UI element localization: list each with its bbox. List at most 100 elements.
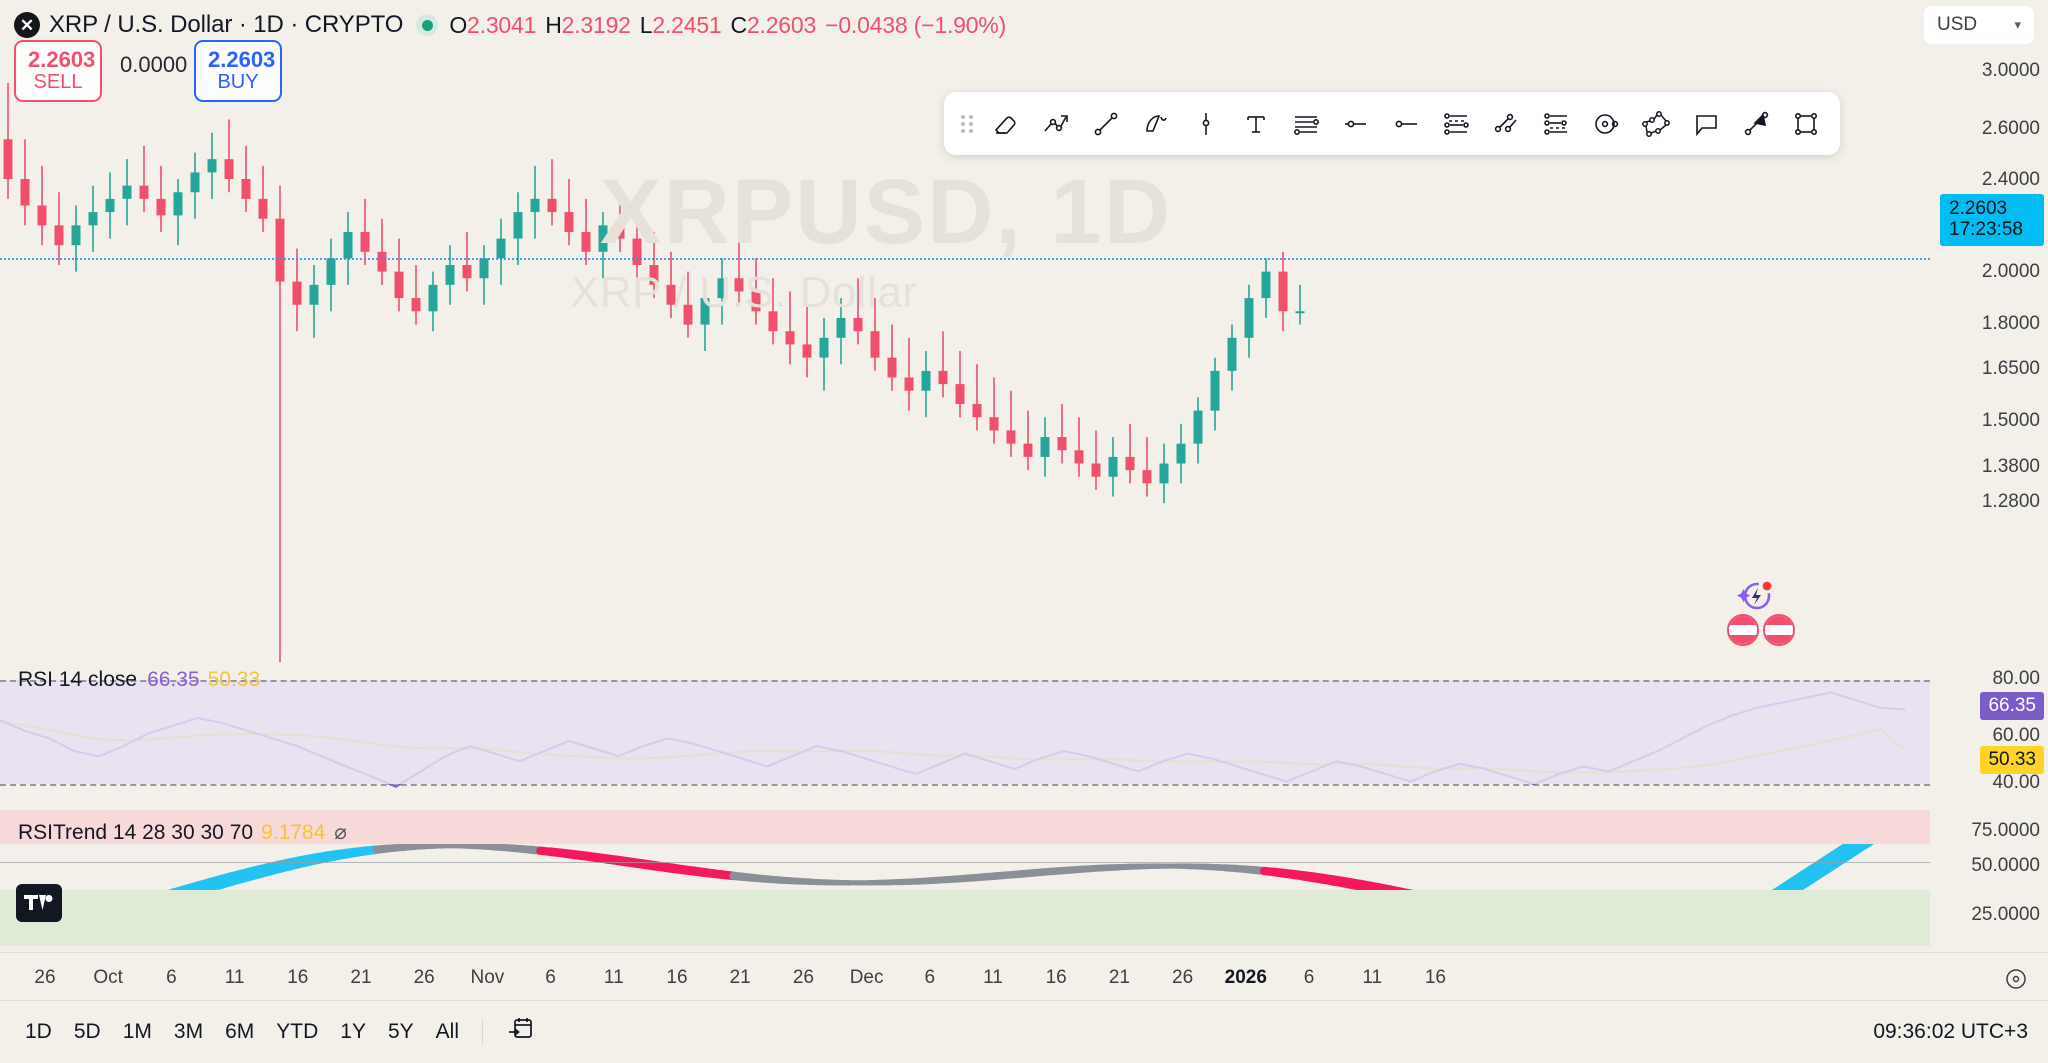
us-flag-event-icon[interactable]: [1763, 614, 1795, 646]
time-tick: 26: [413, 967, 435, 988]
time-tick: 6: [1303, 967, 1315, 988]
drag-handle-icon[interactable]: [954, 100, 980, 148]
timeframe-1y[interactable]: 1Y: [340, 1020, 366, 1043]
ohlc-readout: O2.3041 H2.3192 L2.2451 C2.2603 −0.0438 (−1.…: [449, 12, 1006, 39]
time-tick: 6: [545, 967, 556, 988]
rsitrend-lower-band: [0, 890, 1930, 946]
timeframe-6m[interactable]: 6M: [225, 1020, 255, 1043]
gann-fan-icon[interactable]: [1532, 100, 1580, 148]
price-tick: 1.5000: [1981, 410, 2040, 431]
price-tick: 1.3800: [1981, 456, 2040, 477]
text-icon[interactable]: [1232, 100, 1280, 148]
high-key: H: [545, 11, 562, 38]
drawing-toolbar[interactable]: [944, 92, 1840, 155]
time-tick: Oct: [93, 967, 123, 988]
timeframe-5y[interactable]: 5Y: [387, 1020, 414, 1043]
timeframe-1d[interactable]: 1D: [25, 1020, 52, 1043]
circle-icon[interactable]: [1582, 100, 1630, 148]
callout-icon[interactable]: [1682, 100, 1730, 148]
trend-line-icon[interactable]: [1082, 100, 1130, 148]
time-tick: 2026: [1224, 967, 1267, 988]
pitchfork-icon[interactable]: [1482, 100, 1530, 148]
bottom-toolbar[interactable]: 1D 5D 1M 3M 6M YTD 1Y 5Y All 09:36:02 UT…: [0, 1000, 2048, 1063]
price-tick: 1.2800: [1981, 491, 2040, 512]
tradingview-logo-icon[interactable]: [16, 884, 62, 922]
rectangle-icon[interactable]: [1782, 100, 1830, 148]
xrp-logo-icon: ✕: [14, 12, 40, 38]
live-dot-icon: [416, 14, 439, 36]
currency-value: USD: [1937, 14, 1978, 35]
fib-retracement-icon[interactable]: [1432, 100, 1480, 148]
rsi-tick: 60.00: [1992, 725, 2040, 746]
ai-sparkle-lightning-icon[interactable]: [1733, 578, 1775, 620]
timeframe-ytd[interactable]: YTD: [276, 1020, 319, 1043]
polyline-icon[interactable]: [1632, 100, 1680, 148]
buy-label: BUY: [217, 70, 259, 93]
price-scale[interactable]: 3.0000 2.6000 2.4000 2.0000 1.8000 1.650…: [1930, 50, 2048, 662]
us-flag-event-icon[interactable]: [1727, 614, 1759, 646]
time-tick: 16: [666, 967, 688, 988]
economic-event-badges[interactable]: [1727, 614, 1795, 646]
timeframe-all[interactable]: All: [435, 1020, 459, 1043]
sell-button[interactable]: 2.2603 SELL: [14, 40, 102, 103]
rsi-legend[interactable]: RSI 14 close 66.35 50.33: [18, 668, 260, 692]
rsi-tick: 40.00: [1992, 772, 2040, 793]
no-data-icon: ⌀: [334, 821, 347, 844]
rsitrend-midline: [0, 862, 1930, 863]
rsitrend-pane[interactable]: RSITrend 14 28 30 30 70 9.1784 ⌀: [0, 810, 1930, 950]
rsitrend-legend-value: 9.1784: [261, 821, 326, 844]
rsi-scale[interactable]: 80.00 60.00 40.00 66.35 50.33: [1930, 662, 2048, 802]
time-tick: 21: [729, 967, 751, 988]
symbol-title[interactable]: XRP / U.S. Dollar · 1D · CRYPTO: [49, 11, 404, 38]
time-tick: 16: [1424, 967, 1446, 988]
current-price-badge[interactable]: 2.2603 17:23:58: [1940, 194, 2044, 246]
eraser-icon[interactable]: [982, 100, 1030, 148]
current-price-line: [0, 258, 1930, 260]
rsitrend-scale[interactable]: 75.0000 50.0000 25.0000: [1930, 810, 2048, 950]
time-tick: 21: [1108, 967, 1130, 988]
rsi-tick: 80.00: [1992, 668, 2040, 689]
close-key: C: [730, 11, 748, 38]
time-tick: 16: [287, 967, 309, 988]
rsi-background-band: [0, 680, 1930, 784]
horizontal-line-icon[interactable]: [1382, 100, 1430, 148]
rsi-ma-value-badge: 50.33: [1980, 746, 2044, 774]
rsi-ma-legend-value: 50.33: [207, 668, 261, 691]
time-scale[interactable]: 26 Oct 6 11 16 21 26 Nov 6 11 16 21 26 Dec 6 11 16 21 26 20…: [0, 952, 2048, 1000]
sell-label: SELL: [33, 70, 83, 93]
vertical-line-icon[interactable]: [1182, 100, 1230, 148]
time-tick: 6: [166, 967, 177, 988]
timeframe-5d[interactable]: 5D: [73, 1020, 101, 1043]
price-tick: 1.8000: [1981, 313, 2040, 334]
bar-countdown: 17:23:58: [1949, 219, 2023, 241]
trend-line-with-arrow-icon[interactable]: [1032, 100, 1080, 148]
timeframe-3m[interactable]: 3M: [173, 1020, 204, 1043]
horizontal-ray-icon[interactable]: [1332, 100, 1380, 148]
timeframe-1m[interactable]: 1M: [122, 1020, 152, 1043]
buy-button[interactable]: 2.2603 BUY: [194, 40, 282, 103]
time-tick: 11: [603, 967, 624, 988]
parallel-channel-icon[interactable]: [1282, 100, 1330, 148]
rsitrend-upper-band: [0, 810, 1930, 844]
currency-select[interactable]: USD ▾: [1924, 6, 2034, 44]
rsi-overbought-line: [0, 680, 1930, 682]
rsi-value-badge: 66.35: [1980, 692, 2044, 720]
rsi-legend-name: RSI 14 close: [18, 668, 138, 691]
time-tick: 11: [224, 967, 245, 988]
goto-date-icon[interactable]: [495, 1009, 545, 1055]
axis-settings-icon[interactable]: [2004, 967, 2028, 991]
time-tick: 11: [1362, 967, 1383, 988]
change-value: −0.0438 (−1.90%): [825, 11, 1007, 38]
arrow-icon[interactable]: [1732, 100, 1780, 148]
toolbar-divider: [482, 1018, 483, 1046]
brush-icon[interactable]: [1132, 100, 1180, 148]
time-tick: 26: [792, 967, 814, 988]
price-tick: 2.4000: [1981, 169, 2040, 190]
rsi-pane[interactable]: RSI 14 close 66.35 50.33: [0, 662, 1930, 802]
chevron-down-icon: ▾: [2014, 17, 2021, 32]
open-key: O: [449, 11, 468, 38]
chart-header: ✕ XRP / U.S. Dollar · 1D · CRYPTO O2.304…: [0, 0, 2048, 50]
time-tick: 16: [1045, 967, 1067, 988]
rsitrend-legend[interactable]: RSITrend 14 28 30 30 70 9.1784 ⌀: [18, 820, 347, 845]
